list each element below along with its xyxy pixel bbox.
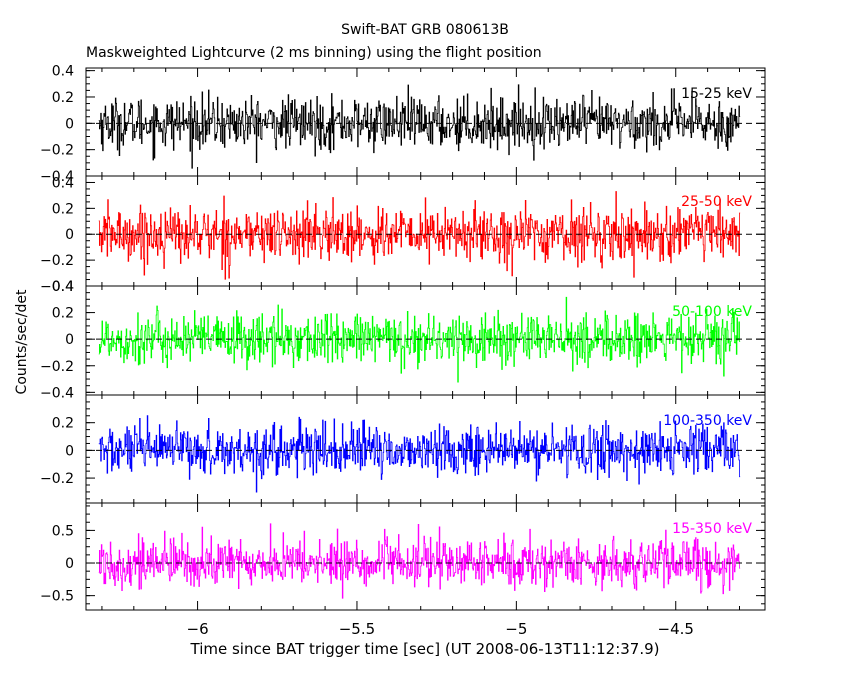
panel-2: −0.4 −0.2 0 0.2 0.4 25-50 keV — [40, 175, 766, 295]
y-tick-label: 0.4 — [52, 175, 74, 191]
y-tick-label: 0 — [65, 443, 74, 459]
series-line-5 — [98, 523, 741, 599]
y-tick-label: −0.4 — [40, 169, 74, 185]
band-label-1: 15-25 keV — [681, 86, 752, 102]
panel-4: −0.2 0 0.2 100-350 keV — [40, 394, 766, 504]
x-tick-label: −4.5 — [658, 620, 694, 638]
y-tick-label: −0.2 — [40, 253, 74, 269]
band-label-4: 100-350 keV — [663, 413, 752, 429]
series-line-1 — [98, 84, 741, 169]
y-tick-label: 0.2 — [52, 201, 74, 217]
y-tick-label: 0 — [65, 227, 74, 243]
band-label-2: 25-50 keV — [681, 194, 752, 210]
y-tick-label: 0.2 — [52, 90, 74, 106]
y-tick-label: −0.4 — [40, 385, 74, 401]
x-axis-label: Time since BAT trigger time [sec] (UT 20… — [190, 640, 660, 658]
panel-5: −0.5 0 0.5 15-350 keV — [40, 502, 766, 611]
panel-1: −0.4 −0.2 0 0.2 0.4 15-25 keV — [40, 64, 766, 185]
chart-subtitle: Maskweighted Lightcurve (2 ms binning) u… — [86, 45, 542, 61]
panel-frame-5 — [85, 502, 766, 611]
series-line-4 — [98, 415, 741, 493]
series-line-2 — [98, 191, 741, 280]
x-tick-label: −5.5 — [339, 620, 375, 638]
y-tick-label: 0.2 — [52, 306, 74, 322]
band-label-3: 50-100 keV — [672, 304, 752, 320]
chart-title: Swift-BAT GRB 080613B — [341, 22, 509, 38]
y-tick-label: −0.4 — [40, 279, 74, 295]
y-tick-label: 0.5 — [52, 523, 74, 539]
x-tick-label: −6 — [187, 620, 209, 638]
y-tick-label: 0.4 — [52, 279, 74, 295]
y-tick-label: 0.2 — [52, 416, 74, 432]
y-tick-label: −0.2 — [40, 143, 74, 159]
band-label-5: 15-350 keV — [672, 521, 752, 537]
y-tick-label: 0 — [65, 116, 74, 132]
panel-3: −0.4 −0.2 0 0.2 0.4 50-100 keV — [40, 279, 766, 401]
y-tick-label: −0.5 — [40, 589, 74, 605]
y-tick-label: 0.4 — [52, 64, 74, 80]
x-tick-label: −5 — [505, 620, 527, 638]
y-tick-label: −0.2 — [40, 359, 74, 375]
y-tick-label: 0 — [65, 556, 74, 572]
series-line-3 — [98, 296, 741, 383]
y-tick-label: 0 — [65, 332, 74, 348]
y-tick-label: −0.2 — [40, 471, 74, 487]
